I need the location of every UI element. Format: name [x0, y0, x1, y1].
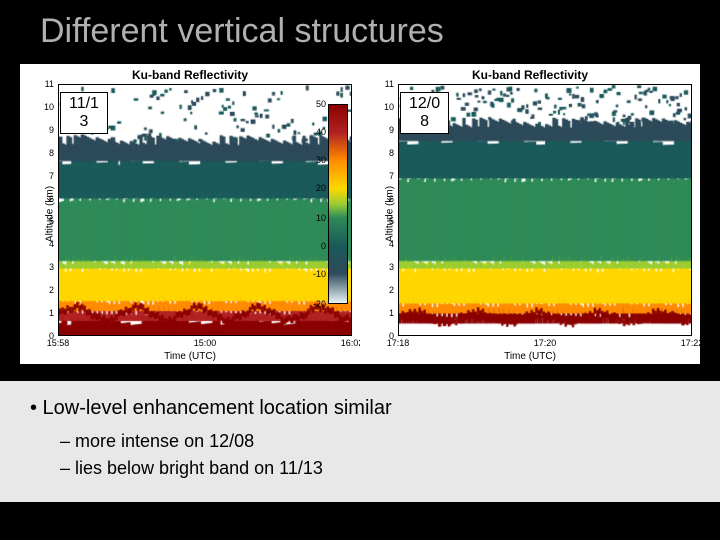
colorbar-label: 30: [302, 155, 326, 165]
y-tick: 7: [49, 171, 54, 181]
x-tick: 17:20: [534, 338, 557, 348]
y-tick: 1: [389, 308, 394, 318]
y-ticks-0: 01234567891011: [20, 84, 56, 336]
charts-row: Ku-band Reflectivity 11/1 3 Altitude (km…: [20, 64, 700, 364]
colorbar-label: 40: [302, 127, 326, 137]
y-tick: 7: [389, 171, 394, 181]
date-label-1-sub: 8: [409, 113, 440, 131]
bullet-sub-1: – more intense on 12/08: [60, 428, 690, 455]
colorbar: [328, 104, 348, 304]
y-tick: 5: [49, 216, 54, 226]
x-tick: 15:58: [47, 338, 70, 348]
chart-title-1: Ku-band Reflectivity: [472, 68, 588, 82]
y-tick: 4: [389, 239, 394, 249]
bottom-text-box: • Low-level enhancement location similar…: [0, 381, 720, 502]
y-tick: 8: [49, 148, 54, 158]
chart-right: Ku-band Reflectivity 12/0 8 Altitude (km…: [360, 64, 700, 364]
x-tick: 17:18: [387, 338, 410, 348]
y-tick: 2: [49, 285, 54, 295]
y-tick: 5: [389, 216, 394, 226]
y-tick: 11: [45, 79, 54, 89]
date-label-0-main: 11/1: [69, 95, 99, 112]
x-ticks-0: 15:5815:0016:02: [58, 338, 352, 350]
x-axis-label-1: Time (UTC): [504, 351, 556, 362]
y-tick: 1: [49, 308, 54, 318]
colorbar-label: 0: [302, 241, 326, 251]
colorbar-labels: 50403020100-10-20: [302, 104, 326, 304]
bullet-main: • Low-level enhancement location similar: [30, 397, 690, 420]
y-tick: 10: [384, 102, 394, 112]
chart-title-0: Ku-band Reflectivity: [132, 68, 248, 82]
y-tick: 8: [389, 148, 394, 158]
date-label-0: 11/1 3: [60, 92, 108, 134]
slide-title: Different vertical structures: [0, 0, 720, 51]
date-label-0-sub: 3: [69, 113, 99, 131]
colorbar-label: -10: [302, 269, 326, 279]
y-tick: 9: [49, 125, 54, 135]
y-tick: 10: [44, 102, 54, 112]
y-tick: 6: [49, 194, 54, 204]
y-tick: 3: [389, 262, 394, 272]
date-label-1: 12/0 8: [400, 92, 449, 134]
y-ticks-1: 01234567891011: [360, 84, 396, 336]
y-tick: 6: [389, 194, 394, 204]
date-label-1-main: 12/0: [409, 95, 440, 112]
y-tick: 9: [389, 125, 394, 135]
y-tick: 2: [389, 285, 394, 295]
x-axis-label-0: Time (UTC): [164, 351, 216, 362]
y-tick: 3: [49, 262, 54, 272]
x-tick: 15:00: [194, 338, 217, 348]
y-tick: 11: [385, 79, 394, 89]
colorbar-label: 20: [302, 183, 326, 193]
x-tick: 17:22: [681, 338, 704, 348]
colorbar-label: 10: [302, 213, 326, 223]
colorbar-label: -20: [302, 299, 326, 309]
bullet-sub-2: – lies below bright band on 11/13: [60, 455, 690, 482]
chart-left: Ku-band Reflectivity 11/1 3 Altitude (km…: [20, 64, 360, 364]
y-tick: 4: [49, 239, 54, 249]
colorbar-label: 50: [302, 99, 326, 109]
x-ticks-1: 17:1817:2017:22: [398, 338, 692, 350]
